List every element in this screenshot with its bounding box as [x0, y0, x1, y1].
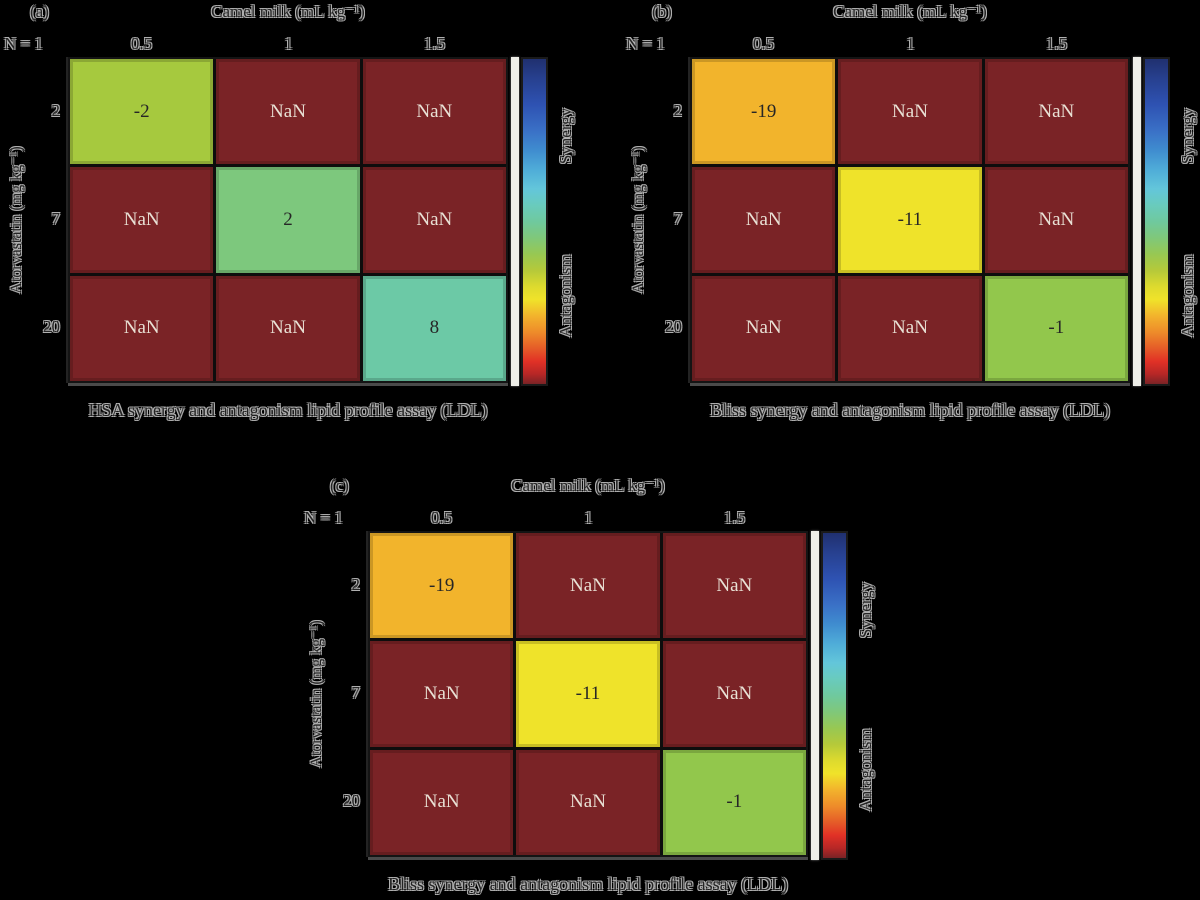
heatmap-cell: NaN — [662, 533, 806, 639]
heatmap-cell: -11 — [838, 167, 982, 273]
panel-c-heatmap-grid: -19 NaN NaN NaN -11 NaN NaN NaN -1 — [368, 531, 808, 857]
panel-c-xtick: 1 — [584, 508, 593, 527]
heatmap-cell: 2 — [216, 167, 360, 273]
heatmap-cell: NaN — [984, 59, 1128, 165]
panel-a-xtick: 1.5 — [423, 34, 446, 53]
heatmap-cell: NaN — [662, 641, 806, 747]
panel-b-n-label: N = 1 — [626, 34, 665, 53]
panel-b-colorbar — [1143, 57, 1170, 386]
heatmap-cell: NaN — [70, 167, 214, 273]
panel-b-xtick: 0.5 — [752, 34, 775, 53]
panel-a-heatmap-grid: -2 NaN NaN NaN 2 NaN NaN NaN 8 — [68, 57, 508, 383]
panel-a: (a) Camel milk (mL kg⁻¹) N = 1 0.5 1 1.5… — [0, 0, 600, 450]
panel-a-caption: HSA synergy and antagonism lipid profile… — [88, 400, 488, 420]
panel-b-colorbar-strip — [1133, 57, 1141, 386]
panel-a-x-axis-title: Camel milk (mL kg⁻¹) — [211, 2, 365, 21]
panel-a-xtick: 1 — [284, 34, 293, 53]
panel-b-ytick: 2 — [673, 101, 683, 120]
heatmap-cell: -2 — [70, 59, 214, 165]
panel-b-tag: (b) — [652, 2, 672, 21]
panel-c-colorbar-strip — [811, 531, 819, 860]
heatmap-cell: NaN — [838, 59, 982, 165]
heatmap-cell: NaN — [516, 533, 660, 639]
heatmap-cell: NaN — [692, 275, 836, 381]
panel-b-ytick: 7 — [673, 209, 683, 228]
heatmap-cell: NaN — [362, 167, 506, 273]
panel-c: (c) Camel milk (mL kg⁻¹) N = 1 0.5 1 1.5… — [300, 474, 900, 900]
panel-b-x-axis-title: Camel milk (mL kg⁻¹) — [833, 2, 987, 21]
panel-a-n-label: N = 1 — [4, 34, 43, 53]
panel-a-xtick: 0.5 — [130, 34, 153, 53]
heatmap-cell: NaN — [692, 167, 836, 273]
panel-c-xtick: 0.5 — [430, 508, 453, 527]
panel-b-heatmap-grid: -19 NaN NaN NaN -11 NaN NaN NaN -1 — [690, 57, 1130, 383]
heatmap-cell: -1 — [984, 275, 1128, 381]
panel-b-colorbar-synergy-label: Synergy — [1178, 107, 1197, 165]
panel-a-y-axis-label: Atorvastatin (mg kg⁻¹) — [8, 146, 25, 294]
panel-b: (b) Camel milk (mL kg⁻¹) N = 1 0.5 1 1.5… — [622, 0, 1200, 450]
panel-a-colorbar — [521, 57, 548, 386]
heatmap-cell: NaN — [370, 749, 514, 855]
panel-a-tag: (a) — [30, 2, 49, 21]
heatmap-cell: -19 — [370, 533, 514, 639]
panel-c-colorbar-antagonism-label: Antagonism — [856, 728, 875, 812]
heatmap-cell: NaN — [370, 641, 514, 747]
heatmap-cell: NaN — [216, 275, 360, 381]
panel-b-xtick: 1.5 — [1045, 34, 1068, 53]
panel-c-ytick: 7 — [351, 683, 361, 702]
heatmap-cell: 8 — [362, 275, 506, 381]
panel-a-colorbar-synergy-label: Synergy — [556, 107, 575, 165]
panel-a-ytick: 20 — [43, 317, 60, 336]
panel-b-colorbar-antagonism-label: Antagonism — [1178, 254, 1197, 338]
heatmap-cell: NaN — [838, 275, 982, 381]
panel-c-y-axis-label: Atorvastatin (mg kg⁻¹) — [308, 620, 325, 768]
heatmap-cell: NaN — [362, 59, 506, 165]
heatmap-cell: -11 — [516, 641, 660, 747]
heatmap-cell: NaN — [984, 167, 1128, 273]
panel-c-n-label: N = 1 — [304, 508, 343, 527]
panel-b-ytick: 20 — [665, 317, 682, 336]
panel-c-colorbar — [821, 531, 848, 860]
panel-c-colorbar-synergy-label: Synergy — [856, 581, 875, 639]
panel-a-ytick: 7 — [51, 209, 61, 228]
panel-a-colorbar-antagonism-label: Antagonism — [556, 254, 575, 338]
heatmap-cell: NaN — [516, 749, 660, 855]
panel-b-caption: Bliss synergy and antagonism lipid profi… — [709, 400, 1111, 420]
panel-c-tag: (c) — [330, 476, 349, 495]
panel-c-xtick: 1.5 — [723, 508, 746, 527]
heatmap-cell: -19 — [692, 59, 836, 165]
panel-c-ytick: 2 — [351, 575, 361, 594]
panel-b-xtick: 1 — [906, 34, 915, 53]
panel-b-y-axis-label: Atorvastatin (mg kg⁻¹) — [630, 146, 647, 294]
heatmap-cell: NaN — [216, 59, 360, 165]
panel-a-ytick: 2 — [51, 101, 61, 120]
panel-c-x-axis-title: Camel milk (mL kg⁻¹) — [511, 476, 665, 495]
panel-c-caption: Bliss synergy and antagonism lipid profi… — [387, 874, 789, 894]
heatmap-cell: -1 — [662, 749, 806, 855]
panel-c-ytick: 20 — [343, 791, 360, 810]
panel-a-colorbar-strip — [511, 57, 519, 386]
heatmap-cell: NaN — [70, 275, 214, 381]
